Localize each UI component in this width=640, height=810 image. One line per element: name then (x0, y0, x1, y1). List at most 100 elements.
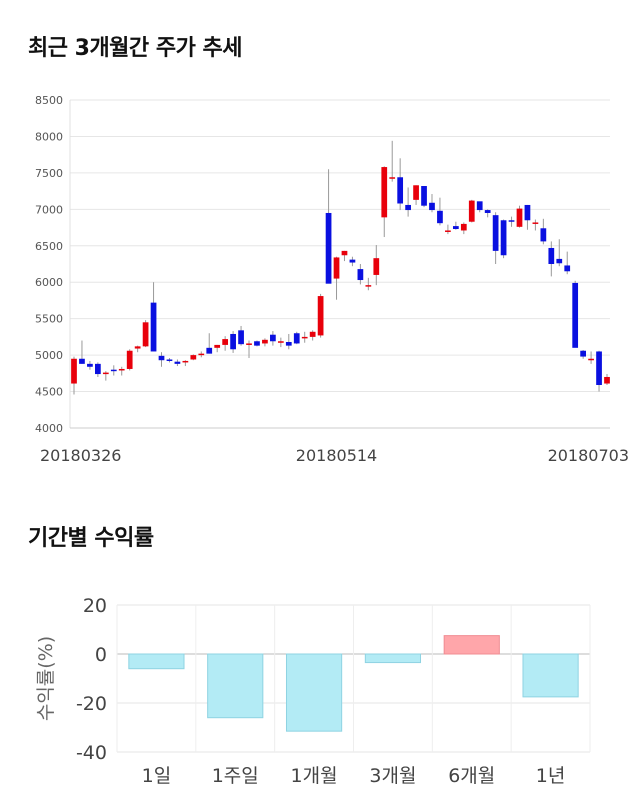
y-tick-label: 4500 (35, 386, 63, 399)
candle-body (118, 368, 125, 371)
candle-body (460, 223, 467, 231)
candle-body (301, 336, 308, 339)
candle-body (222, 339, 229, 345)
candle-body (492, 215, 499, 251)
y-tick-label: 5500 (35, 313, 63, 326)
y-tick-label: 6000 (35, 276, 63, 289)
candle-body (468, 200, 475, 222)
candle-body (277, 341, 284, 343)
x-category-label: 1개월 (291, 765, 338, 787)
candle-body (365, 285, 372, 287)
y-tick-label: 7000 (35, 203, 63, 216)
candle-body (95, 363, 101, 375)
candle-body (429, 202, 435, 211)
candle-body (452, 226, 459, 230)
candle-body (134, 346, 141, 349)
candle-body (206, 347, 213, 354)
candle-body (285, 341, 292, 346)
x-tick-label: 20180703 (548, 446, 629, 465)
x-category-label: 6개월 (448, 765, 495, 787)
price-trend-title: 최근 3개월간 주가 추세 (28, 36, 242, 61)
candle-body (150, 302, 157, 352)
candle-body (71, 358, 77, 384)
candle-body (309, 331, 316, 337)
candle-body (214, 344, 221, 348)
x-category-label: 1주일 (212, 765, 259, 787)
x-category-label: 1일 (142, 765, 172, 787)
candle-body (373, 258, 380, 275)
x-category-label: 3개월 (369, 765, 416, 787)
period-returns-title: 기간별 수익률 (28, 526, 154, 551)
return-bar (285, 653, 343, 732)
candle-body (262, 339, 268, 344)
y-tick-label: 5000 (35, 349, 63, 362)
candle-body (516, 208, 523, 227)
x-tick-label: 20180326 (40, 446, 121, 465)
candle-body (389, 177, 396, 179)
candle-body (381, 167, 388, 218)
candle-body (102, 372, 109, 375)
candle-body (246, 343, 252, 345)
y-tick-label: -20 (76, 693, 107, 715)
candle-body (126, 350, 133, 369)
candle-body (349, 259, 356, 263)
candle-body (238, 330, 244, 345)
y-tick-label: 8000 (35, 130, 63, 143)
candle-body (413, 185, 419, 200)
return-bar (522, 653, 579, 698)
candle-body (397, 177, 404, 204)
return-bar (128, 653, 185, 670)
y-tick-label: 6500 (35, 240, 63, 253)
candle-body (87, 363, 93, 367)
candle-body (421, 186, 427, 206)
y-tick-label: 7500 (35, 167, 63, 180)
candle-body (79, 358, 85, 364)
return-bar (364, 653, 422, 664)
candle-body (270, 334, 276, 342)
candle-body (293, 333, 300, 344)
candle-body (166, 359, 173, 361)
candle-body (580, 350, 586, 357)
candle-body (508, 220, 515, 222)
candle-body (142, 322, 149, 347)
candle-body (405, 204, 411, 211)
candle-body (110, 369, 117, 372)
candle-body (230, 333, 236, 350)
candle-body (556, 258, 563, 264)
y-tick-label: 20 (83, 595, 107, 617)
candle-body (476, 201, 483, 211)
candlestick-chart: 8500 8000 7500 7000 6500 6000 5500 5000 4500 4000… (35, 94, 629, 465)
y-tick-label: 0 (95, 644, 107, 666)
candle-body (190, 355, 197, 360)
y-axis-label: 수익률(%) (35, 636, 57, 721)
candle-body (564, 265, 571, 272)
candle-body (540, 228, 547, 242)
y-tick-label: 4000 (35, 422, 63, 435)
candle-body (254, 341, 260, 346)
y-tick-label: -40 (76, 742, 107, 764)
candle-body (174, 361, 181, 364)
candle-body (341, 250, 348, 256)
candle-body (158, 355, 165, 361)
candle-body (437, 210, 443, 224)
candle-body (484, 210, 491, 213)
return-bar (207, 653, 264, 719)
candle-body (604, 376, 610, 384)
candle-body (317, 296, 324, 336)
x-tick-label: 20180514 (296, 446, 377, 465)
return-bar (443, 635, 500, 655)
candle-body (588, 358, 594, 361)
candle-body (198, 353, 205, 356)
candle-body (325, 212, 332, 284)
y-tick-label: 8500 (35, 94, 63, 107)
candle-body (532, 222, 539, 224)
x-category-label: 1년 (536, 765, 566, 787)
candle-body (182, 360, 189, 363)
candle-body (333, 257, 340, 279)
candle-body (572, 282, 579, 348)
candle-body (357, 269, 364, 281)
candle-body (524, 204, 531, 221)
candle-body (500, 220, 507, 256)
candle-body (445, 230, 451, 232)
